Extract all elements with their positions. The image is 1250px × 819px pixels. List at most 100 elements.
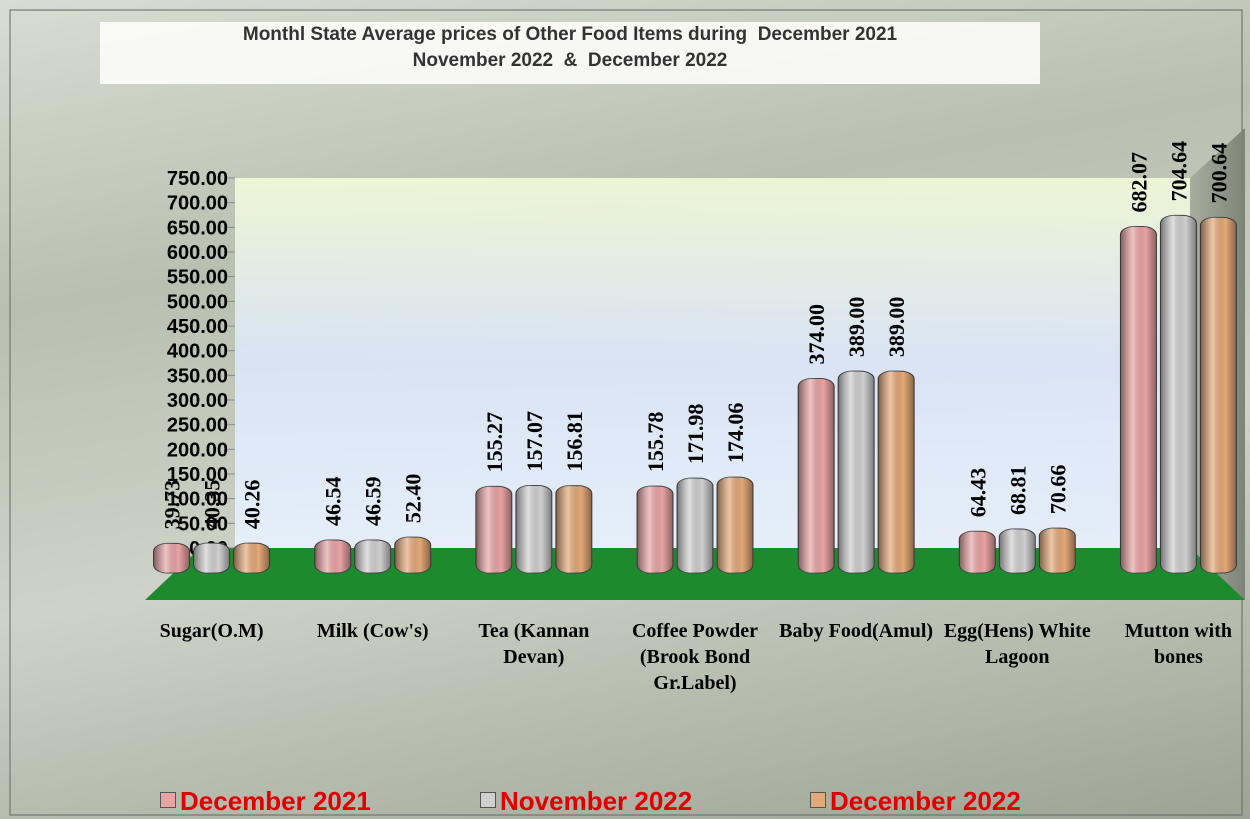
- y-tick-label: 50.00: [178, 513, 228, 535]
- bar-shade: [233, 543, 270, 573]
- bar: [716, 476, 754, 574]
- legend-label: December 2021: [180, 786, 371, 816]
- value-label: 40.26: [240, 480, 265, 530]
- y-tick-label: 700.00: [167, 193, 228, 215]
- y-tick-label: 550.00: [167, 267, 228, 289]
- bar: [1119, 226, 1157, 574]
- bar: [998, 528, 1036, 574]
- bar: [676, 477, 714, 574]
- bar-shade: [677, 478, 713, 573]
- chart-title: Monthl State Average prices of Other Foo…: [100, 22, 1040, 84]
- x-tick-label: Sugar(O.M): [159, 620, 264, 642]
- value-label: 40.35: [200, 480, 225, 530]
- y-tick-label: 200.00: [167, 439, 228, 461]
- bar-shade: [878, 371, 915, 573]
- bar: [555, 485, 593, 574]
- value-label: 389.00: [884, 297, 909, 358]
- x-tick-label: Egg(Hens) White Lagoon: [943, 620, 1091, 668]
- bar: [837, 370, 875, 574]
- legend-swatch: [160, 792, 176, 808]
- y-tick-label: 400.00: [167, 341, 228, 363]
- x-tick-label: Coffee Powder (Brook Bond Gr.Label): [631, 620, 759, 694]
- legend-label: December 2022: [830, 786, 1021, 816]
- bar-shade: [959, 531, 996, 573]
- y-tick-label: 650.00: [167, 217, 228, 239]
- y-tick-label: 450.00: [167, 316, 228, 338]
- value-label: 46.54: [321, 477, 346, 527]
- bar-shade: [1160, 215, 1197, 573]
- x-tick-label: Baby Food(Amul): [779, 620, 934, 642]
- value-label: 174.06: [723, 403, 748, 464]
- value-label: 68.81: [1005, 466, 1030, 516]
- value-label: 682.07: [1126, 152, 1151, 213]
- bar-shade: [515, 485, 552, 573]
- bar: [475, 485, 513, 574]
- legend-label: November 2022: [500, 786, 693, 816]
- value-label: 156.81: [562, 411, 587, 472]
- value-label: 39.73: [160, 480, 185, 530]
- bar: [1159, 214, 1197, 574]
- value-label: 64.43: [965, 468, 990, 517]
- bar: [877, 370, 915, 574]
- legend-swatch: [480, 792, 496, 808]
- value-label: 155.78: [643, 412, 668, 473]
- value-label: 52.40: [401, 474, 426, 524]
- value-label: 704.64: [1166, 141, 1191, 202]
- bar: [1199, 216, 1237, 574]
- legend-item: November 2022: [480, 786, 692, 817]
- x-tick-label: Mutton with bones: [1124, 620, 1233, 668]
- bar: [958, 530, 996, 574]
- bar: [636, 485, 674, 574]
- value-label: 46.59: [361, 477, 386, 527]
- y-tick-label: 500.00: [167, 291, 228, 313]
- bar: [314, 539, 352, 574]
- bar: [233, 542, 271, 574]
- bar: [354, 539, 392, 574]
- bar: [797, 377, 835, 574]
- bar: [1038, 527, 1076, 574]
- bar-shade: [555, 485, 592, 573]
- bar-shade: [1120, 226, 1157, 573]
- bar-shade: [717, 477, 753, 573]
- y-tick-label: 100.00: [167, 489, 228, 511]
- value-label: 171.98: [683, 404, 708, 465]
- y-tick-label: 300.00: [167, 390, 228, 412]
- bar: [153, 542, 191, 574]
- bar-shade: [394, 537, 431, 573]
- bar: [515, 485, 553, 574]
- bar-shade: [637, 486, 673, 573]
- value-label: 374.00: [804, 304, 829, 365]
- x-tick-label: Milk (Cow's): [316, 620, 429, 642]
- bar-shade: [354, 540, 391, 573]
- bar-shade: [1039, 528, 1076, 573]
- y-tick-label: 600.00: [167, 242, 228, 264]
- value-label: 70.66: [1045, 465, 1070, 515]
- title-line: Monthl State Average prices of Other Foo…: [242, 24, 898, 45]
- value-label: 700.64: [1206, 143, 1231, 204]
- legend-swatch: [810, 792, 826, 808]
- y-tick-label: 750.00: [167, 168, 228, 190]
- bar: [394, 536, 432, 574]
- y-tick-label: 350.00: [167, 365, 228, 387]
- bar-shade: [999, 529, 1036, 573]
- back-wall: [235, 178, 1190, 548]
- bar-shade: [1200, 217, 1237, 573]
- value-label: 157.07: [522, 411, 547, 472]
- bar-shade: [838, 371, 875, 573]
- value-label: 389.00: [844, 297, 869, 358]
- legend-item: December 2021: [160, 786, 371, 817]
- y-tick-label: 150.00: [167, 464, 228, 486]
- y-tick-label: 250.00: [167, 415, 228, 437]
- bar-shade: [798, 378, 835, 573]
- bar-shade: [475, 486, 512, 573]
- bar-shade: [193, 543, 230, 573]
- bar: [193, 542, 231, 574]
- legend-item: December 2022: [810, 786, 1021, 817]
- title-line: November 2022 & December 2022: [412, 50, 728, 71]
- value-label: 155.27: [482, 412, 507, 473]
- bar-shade: [314, 540, 351, 573]
- x-tick-label: Tea (Kannan Devan): [478, 620, 590, 668]
- bar-shade: [153, 543, 190, 573]
